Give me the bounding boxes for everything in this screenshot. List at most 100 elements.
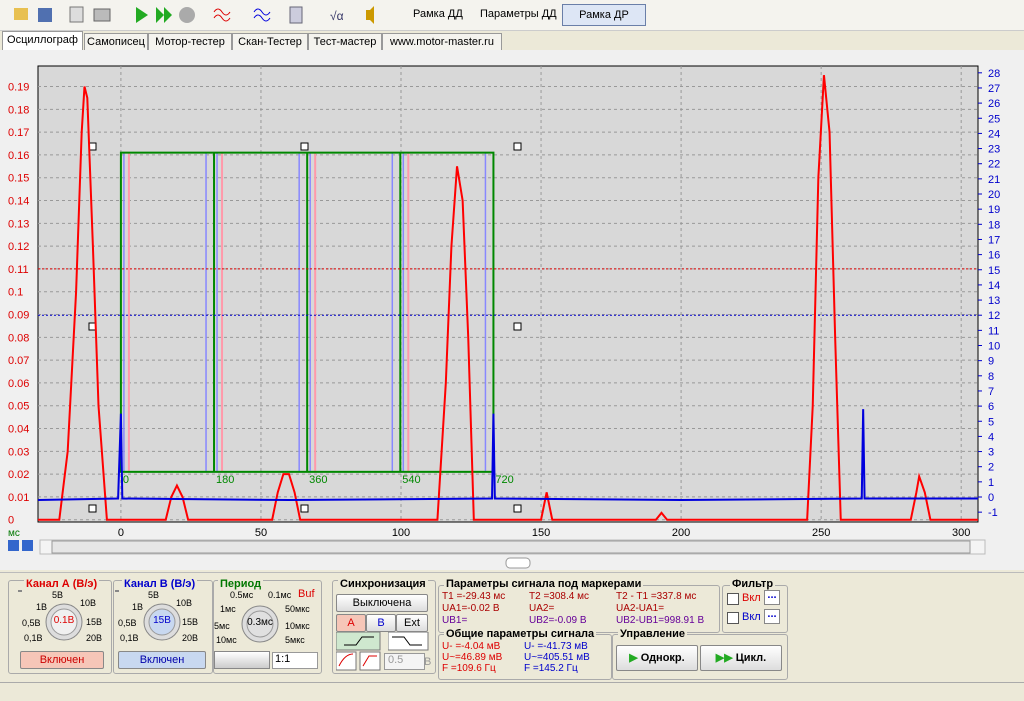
zoom-button <box>22 540 33 551</box>
knob-scale-label: 10мкс <box>285 621 310 631</box>
tab[interactable]: Мотор-тестер <box>148 33 232 50</box>
y2-tick-label: 9 <box>988 356 994 368</box>
fast-icon-2[interactable] <box>164 7 172 23</box>
sync-level[interactable]: 0.5 <box>384 653 425 670</box>
frame-handle <box>88 504 97 513</box>
y-tick-label: 0.06 <box>8 378 29 390</box>
tab[interactable]: Скан-Тестер <box>232 33 308 50</box>
knob-scale-label: 10В <box>176 598 193 608</box>
knob-value: 0.3мс <box>247 617 273 628</box>
tab-active[interactable]: Осциллограф <box>2 31 83 50</box>
knob-scale-label: 0,5В <box>22 618 41 628</box>
y-tick-label: 0.03 <box>8 446 29 458</box>
y-tick-label: 0.11 <box>8 264 29 276</box>
button-label: Однокр. <box>640 652 685 664</box>
wave-b-icon[interactable] <box>253 8 271 22</box>
frame-label: 540 <box>402 474 420 486</box>
x-tick-label: 250 <box>812 527 830 539</box>
oscilloscope-panel: 0 50 100 150 200 250 30000.010.020.030.040.050… <box>0 50 1024 570</box>
calc-icon[interactable] <box>289 6 303 24</box>
save-icon[interactable] <box>38 8 52 22</box>
y2-tick-label: 23 <box>988 144 1000 156</box>
toolbar-button[interactable]: Рамка ДД <box>413 8 463 20</box>
sync-source[interactable]: A <box>336 614 366 632</box>
edge-b[interactable] <box>359 651 381 671</box>
sync-source[interactable]: B <box>366 614 396 632</box>
y2-tick-label: 28 <box>988 68 1000 80</box>
buf-label: Buf <box>298 588 315 600</box>
stop-icon[interactable] <box>179 7 195 23</box>
sync-state-button[interactable]: Выключена <box>336 594 428 612</box>
group-title: Параметры сигнала под маркерами <box>444 578 644 590</box>
y-tick-label: 0.13 <box>8 218 29 230</box>
frame-handle <box>513 322 522 331</box>
knob-face <box>246 610 274 638</box>
sqrt-icon[interactable]: √α <box>330 9 344 23</box>
y-tick-label: 0.05 <box>8 401 29 413</box>
y-tick-label: 0.07 <box>8 355 29 367</box>
channel-icon[interactable] <box>18 590 22 592</box>
toolbar-button[interactable]: Параметры ДД <box>480 8 557 20</box>
group-title: Синхронизация <box>338 578 428 590</box>
cycle-button[interactable]: ▶▶ Цикл. <box>700 645 782 671</box>
y2-tick-label: 5 <box>988 416 994 428</box>
general-param: U- =-4.04 мВ <box>442 641 501 652</box>
group-title: Канал В (В/э) <box>122 578 198 590</box>
knob[interactable] <box>137 597 187 647</box>
fast-icon[interactable] <box>156 7 164 23</box>
knob-scale-label: 20В <box>86 633 103 643</box>
tab[interactable]: Самописец <box>84 33 148 50</box>
tab[interactable]: www.motor-master.ru <box>382 33 502 50</box>
y-tick-label: 0.1 <box>8 287 23 299</box>
edge-rise[interactable] <box>336 632 381 651</box>
frame-label: 360 <box>309 474 327 486</box>
channel-icon[interactable] <box>115 590 119 592</box>
y-tick-label: 0.02 <box>8 469 29 481</box>
status-bar <box>0 682 1024 701</box>
knob-scale-label: 10мс <box>216 635 237 645</box>
tab[interactable]: Тест-мастер <box>308 33 382 50</box>
y-tick-label: 0.09 <box>8 310 29 322</box>
y2-tick-label: 16 <box>988 250 1000 262</box>
knob-scale-label: 0,1В <box>120 633 139 643</box>
channel-a-button[interactable]: Включен <box>20 651 104 669</box>
y2-tick-label: 14 <box>988 280 1000 292</box>
group-title: Канал А (В/э) <box>24 578 100 590</box>
wave-a-icon[interactable] <box>213 8 231 22</box>
y2-tick-label: 17 <box>988 234 1000 246</box>
y2-tick-label: 2 <box>988 462 994 474</box>
print-icon[interactable] <box>93 8 111 22</box>
filter-checkbox[interactable] <box>727 612 739 624</box>
y-tick-label: 0 <box>8 515 14 527</box>
knob-scale-label: 0.1мс <box>268 590 292 600</box>
edge-a[interactable] <box>336 651 357 671</box>
filter-checkbox[interactable] <box>727 593 739 605</box>
knob-scale-label: 5мс <box>214 621 230 631</box>
group-title: Общие параметры сигнала <box>444 628 597 640</box>
open-icon[interactable] <box>14 8 28 20</box>
channel-b-button[interactable]: Включен <box>118 651 206 669</box>
y-tick-label: 0.19 <box>8 82 29 94</box>
filter-more[interactable]: ... <box>764 609 780 624</box>
single-button[interactable]: ▶ Однокр. <box>616 645 698 671</box>
sound-icon[interactable] <box>366 6 374 24</box>
knob-scale-label: 0,1В <box>24 633 43 643</box>
y-tick-label: 0.18 <box>8 104 29 116</box>
frame-label: 180 <box>216 474 234 486</box>
marker-param: UA2= <box>529 603 555 614</box>
sync-source[interactable]: Ext <box>396 614 428 632</box>
play-icon[interactable] <box>136 7 148 23</box>
ratio-select[interactable]: 1:1 <box>272 652 318 669</box>
knob-scale-label: 5мкс <box>285 635 305 645</box>
knob[interactable] <box>235 599 285 649</box>
filter-more[interactable]: ... <box>764 590 780 605</box>
sync-edge-fall[interactable] <box>388 632 432 652</box>
knob[interactable] <box>39 597 89 647</box>
preview-icon[interactable] <box>69 6 84 23</box>
zoom-tools[interactable] <box>214 651 270 669</box>
toolbar-button-active[interactable]: Рамка ДР <box>562 4 646 26</box>
y2-tick-label: 21 <box>988 174 1000 186</box>
frame-handle <box>300 142 309 151</box>
y2-tick-label: 24 <box>988 128 1000 140</box>
